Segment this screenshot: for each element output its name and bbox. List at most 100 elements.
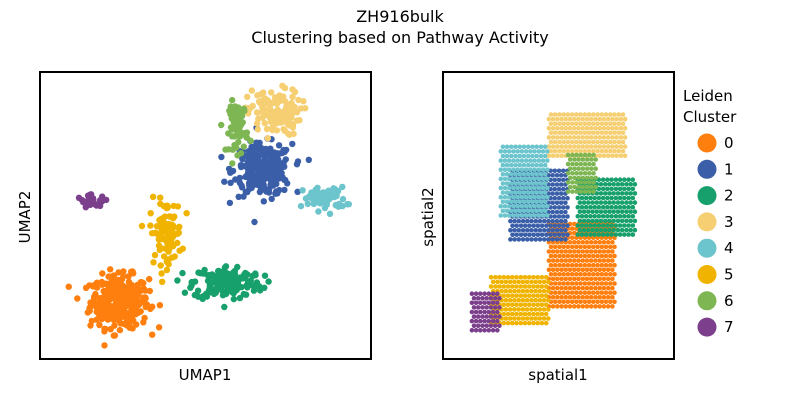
spatial-spot-cluster-2 xyxy=(628,200,633,205)
umap-point-cluster-1 xyxy=(294,188,301,195)
spatial-spot-cluster-0 xyxy=(582,272,588,277)
spatial-spot-cluster-0 xyxy=(552,272,558,277)
spatial-spot-cluster-3 xyxy=(612,121,617,126)
spatial-spot-cluster-6 xyxy=(565,152,571,158)
spatial-spot-cluster-0 xyxy=(574,253,579,259)
spatial-spot-cluster-2 xyxy=(590,200,595,205)
spatial-spot-cluster-7 xyxy=(473,300,479,306)
spatial-spot-cluster-0 xyxy=(555,304,560,309)
spatial-spot-cluster-5 xyxy=(514,302,519,308)
spatial-spot-cluster-6 xyxy=(582,189,588,194)
spatial-spot-cluster-0 xyxy=(584,294,590,300)
spatial-spot-cluster-0 xyxy=(548,244,554,250)
umap-point-cluster-5 xyxy=(175,229,182,236)
spatial-spot-cluster-3 xyxy=(601,125,607,131)
spatial-spot-cluster-2 xyxy=(586,200,591,205)
spatial-spot-cluster-3 xyxy=(582,130,588,136)
spatial-spot-cluster-4 xyxy=(498,204,504,209)
umap-point-cluster-1 xyxy=(257,175,264,183)
umap-point-cluster-4 xyxy=(332,201,339,209)
spatial-spot-cluster-2 xyxy=(600,232,606,237)
spatial-spot-cluster-6 xyxy=(591,189,596,194)
spatial-spot-cluster-5 xyxy=(529,288,534,294)
spatial-spot-cluster-3 xyxy=(552,148,558,154)
spatial-spot-cluster-2 xyxy=(619,218,625,224)
spatial-spot-cluster-1 xyxy=(518,223,524,228)
spatial-spot-cluster-7 xyxy=(469,328,475,333)
spatial-spot-cluster-3 xyxy=(563,116,569,122)
spatial-spot-cluster-5 xyxy=(501,293,507,299)
spatial-spot-cluster-6 xyxy=(574,171,579,176)
spatial-spot-cluster-2 xyxy=(600,186,606,192)
spatial-spot-cluster-3 xyxy=(599,139,605,145)
spatial-spot-cluster-4 xyxy=(506,158,512,163)
umap-point-cluster-1 xyxy=(305,156,312,163)
umap-point-cluster-5 xyxy=(168,226,176,233)
spatial-spot-cluster-2 xyxy=(617,223,623,228)
spatial-spot-cluster-2 xyxy=(581,218,587,224)
umap-point-cluster-7 xyxy=(96,202,104,210)
spatial-spot-cluster-3 xyxy=(591,112,596,117)
spatial-spot-cluster-0 xyxy=(557,262,562,268)
spatial-spot-cluster-3 xyxy=(565,112,571,117)
spatial-spot-cluster-0 xyxy=(591,281,596,286)
spatial-spot-cluster-1 xyxy=(554,182,560,187)
spatial-spot-cluster-6 xyxy=(572,166,577,171)
spatial-spot-cluster-6 xyxy=(578,180,584,185)
spatial-spot-cluster-5 xyxy=(535,302,540,308)
spatial-spot-cluster-0 xyxy=(593,304,598,309)
umap-point-cluster-5 xyxy=(159,278,166,285)
umap-point-cluster-2 xyxy=(181,289,189,296)
spatial-spot-cluster-2 xyxy=(590,218,595,224)
spatial-spot-cluster-4 xyxy=(511,149,516,154)
spatial-spot-cluster-1 xyxy=(533,218,539,224)
spatial-spot-cluster-1 xyxy=(533,237,539,242)
legend-label-6: 6 xyxy=(724,292,734,310)
umap-point-cluster-5 xyxy=(147,210,154,217)
spatial-spot-cluster-5 xyxy=(512,279,517,285)
spatial-spot-cluster-6 xyxy=(589,184,594,190)
spatial-spot-cluster-2 xyxy=(615,227,621,233)
spatial-spot-cluster-6 xyxy=(570,189,575,194)
spatial-spot-cluster-4 xyxy=(526,162,531,168)
umap-point-cluster-2 xyxy=(191,278,199,285)
umap-point-cluster-2 xyxy=(250,287,258,294)
spatial-spot-cluster-5 xyxy=(518,311,524,317)
spatial-spot-cluster-1 xyxy=(514,232,519,238)
spatial-spot-cluster-6 xyxy=(578,161,584,167)
spatial-spot-cluster-3 xyxy=(565,148,571,154)
spatial-spot-cluster-4 xyxy=(502,158,508,163)
spatial-spot-cluster-4 xyxy=(519,185,525,191)
spatial-spot-cluster-0 xyxy=(593,258,598,263)
spatial-spot-cluster-2 xyxy=(594,227,600,233)
spatial-spot-cluster-1 xyxy=(512,228,517,233)
umap-point-cluster-5 xyxy=(167,238,175,245)
spatial-spot-cluster-4 xyxy=(528,185,533,191)
spatial-spot-cluster-2 xyxy=(607,191,612,196)
umap-point-cluster-0 xyxy=(156,302,164,309)
spatial-spot-cluster-2 xyxy=(609,177,614,182)
spatial-spot-cluster-0 xyxy=(586,290,592,296)
spatial-spot-cluster-3 xyxy=(567,144,573,149)
spatial-spot-cluster-0 xyxy=(559,285,564,291)
spatial-spot-cluster-0 xyxy=(595,299,600,305)
spatial-spot-cluster-3 xyxy=(578,139,583,145)
spatial-spot-cluster-5 xyxy=(510,284,515,289)
spatial-spot-cluster-4 xyxy=(504,199,510,205)
spatial-spot-cluster-0 xyxy=(548,272,554,277)
spatial-spot-cluster-5 xyxy=(541,316,547,321)
spatial-spot-cluster-2 xyxy=(581,209,587,214)
spatial-spot-cluster-5 xyxy=(499,279,505,285)
spatial-spot-cluster-0 xyxy=(601,240,607,245)
spatial-spot-cluster-3 xyxy=(576,135,581,140)
umap-point-cluster-2 xyxy=(265,278,272,285)
spatial-spot-cluster-7 xyxy=(471,305,477,310)
spatial-spot-cluster-5 xyxy=(533,307,538,312)
spatial-spot-cluster-0 xyxy=(565,253,571,259)
spatial-spot-cluster-3 xyxy=(563,144,569,149)
spatial-spot-cluster-1 xyxy=(561,223,566,228)
spatial-spot-cluster-3 xyxy=(557,139,562,145)
spatial-spot-cluster-5 xyxy=(510,275,515,280)
umap-point-cluster-6 xyxy=(241,130,248,137)
umap-point-cluster-0 xyxy=(117,304,124,311)
